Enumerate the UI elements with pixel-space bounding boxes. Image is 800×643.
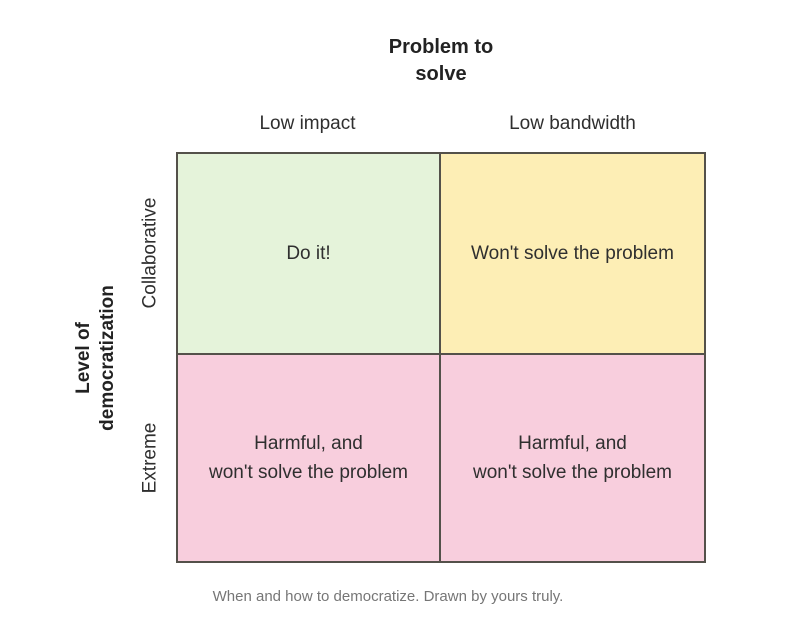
- x-axis-title-line1: Problem to: [388, 36, 494, 58]
- quadrant-bottom-left-text-line1: Harmful, and: [254, 433, 363, 454]
- quadrant-top-left-text: Do it!: [286, 243, 331, 264]
- figure-caption: When and how to democratize. Drawn by yo…: [212, 588, 564, 605]
- row-label-collaborative-text: Collaborative: [139, 197, 160, 308]
- quadrant-bottom-left-text-line2: won't solve the problem: [208, 462, 408, 483]
- quadrant-bottom-right: Harmful, and won't solve the problem: [441, 355, 704, 561]
- quadrant-bottom-right-text-line1: Harmful, and: [518, 433, 627, 454]
- quadrant-top-right: Won't solve the problem: [441, 154, 704, 355]
- quadrant-bottom-right-text-line2: won't solve the problem: [472, 462, 672, 483]
- row-label-extreme: Extreme: [128, 353, 172, 563]
- quadrant-bottom-left: Harmful, and won't solve the problem: [178, 355, 441, 561]
- quadrant-top-right-text: Won't solve the problem: [471, 243, 674, 264]
- x-axis-title: Problem to solve: [176, 34, 706, 88]
- x-axis-title-line2: solve: [415, 63, 467, 85]
- row-label-extreme-text: Extreme: [139, 422, 160, 494]
- y-axis-title-line2: democratization: [97, 284, 119, 431]
- row-label-collaborative: Collaborative: [128, 152, 172, 353]
- column-header-low-impact: Low impact: [259, 113, 356, 134]
- quadrant-top-left: Do it!: [178, 154, 441, 355]
- quadrant-matrix: Do it! Won't solve the problem Harmful, …: [176, 152, 706, 563]
- y-axis-title-line1: Level of: [73, 321, 95, 394]
- y-axis-title: Level of democratization: [64, 152, 128, 563]
- column-header-low-bandwidth: Low bandwidth: [509, 113, 636, 134]
- y-axis-title-text: Level of democratization: [72, 285, 120, 431]
